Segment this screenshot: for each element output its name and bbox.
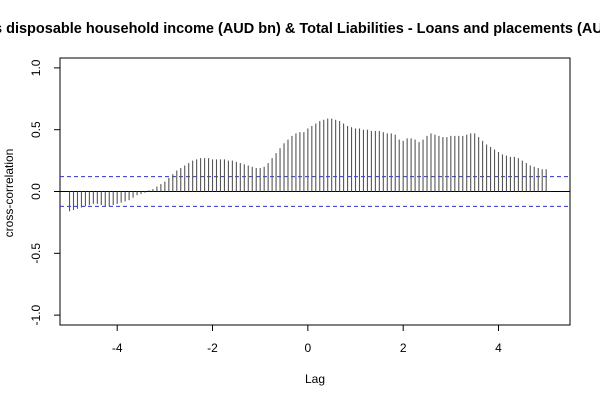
x-axis: -4 -2 0 2 4 [112, 325, 502, 355]
confidence-limits [60, 176, 570, 207]
x-tick-label: -4 [112, 341, 123, 355]
x-tick-label: 4 [495, 341, 502, 355]
x-tick-label: 0 [305, 341, 312, 355]
x-axis-label: Lag [305, 372, 325, 386]
y-axis-label: cross-correlation [2, 149, 16, 238]
ccf-bars [68, 118, 547, 212]
y-tick-label: -1.0 [29, 304, 43, 325]
x-tick-label: -2 [207, 341, 218, 355]
chart-title: Gross disposable household income (AUD b… [0, 21, 600, 37]
y-tick-label: 0.0 [29, 183, 43, 200]
y-tick-label: 0.5 [29, 121, 43, 138]
x-tick-label: 2 [400, 341, 407, 355]
y-tick-label: -0.5 [29, 243, 43, 264]
y-axis: -1.0 -0.5 0.0 0.5 1.0 [29, 59, 60, 325]
y-tick-label: 1.0 [29, 59, 43, 76]
